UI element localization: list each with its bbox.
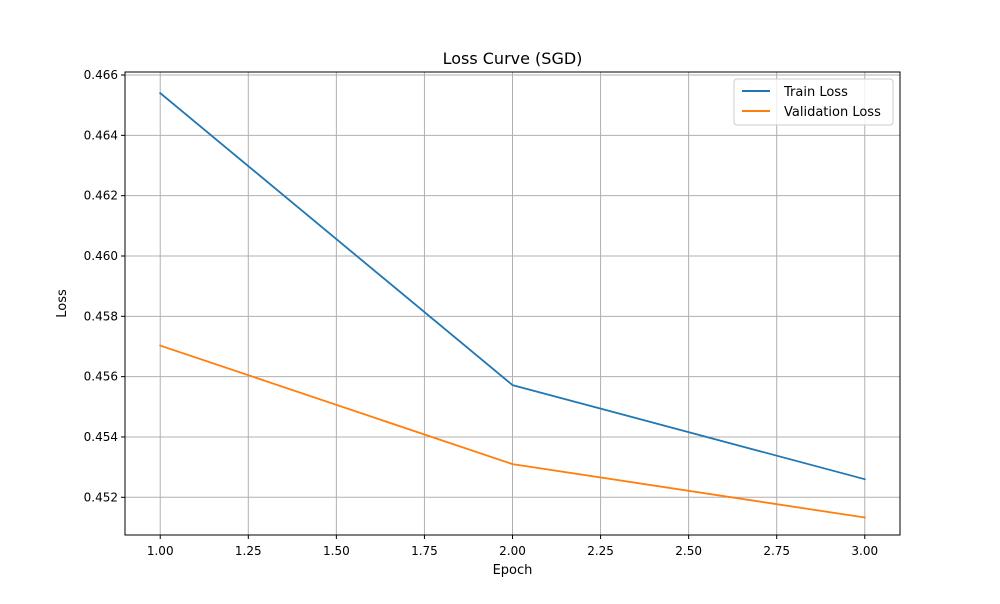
chart-title: Loss Curve (SGD): [443, 49, 583, 68]
x-tick-label: 1.75: [411, 544, 438, 558]
x-tick-label: 2.75: [763, 544, 790, 558]
x-tick-label: 1.25: [235, 544, 262, 558]
x-tick-label: 1.50: [323, 544, 350, 558]
y-tick-label: 0.456: [84, 370, 118, 384]
y-tick-label: 0.464: [84, 128, 118, 142]
legend-label-validation-loss: Validation Loss: [784, 105, 881, 120]
grid: [125, 72, 900, 535]
x-tick-label: 2.50: [675, 544, 702, 558]
y-tick-label: 0.458: [84, 309, 118, 323]
y-tick-label: 0.466: [84, 68, 118, 82]
legend-box: [733, 78, 894, 126]
x-tick-label: 2.00: [499, 544, 526, 558]
x-tick-label: 3.00: [851, 544, 878, 558]
x-tick-label: 1.00: [147, 544, 174, 558]
series-layer: [158, 91, 866, 519]
y-tick-label: 0.460: [84, 249, 118, 263]
x-axis-label: Epoch: [493, 563, 533, 578]
ticks: 1.00 1.25 1.50 1.75 2.00 2.25 2.50 2.75 3.00 0.45…: [84, 68, 878, 558]
series-line-train-loss: [158, 91, 866, 481]
y-tick-label: 0.452: [84, 490, 118, 504]
x-tick-label: 2.25: [587, 544, 614, 558]
series-line-validation-loss: [159, 344, 866, 519]
legend-label-train-loss: Train Loss: [783, 85, 848, 100]
y-axis-label: Loss: [55, 289, 70, 318]
y-tick-label: 0.454: [84, 430, 118, 444]
y-tick-label: 0.462: [84, 189, 118, 203]
legend: Train Loss Validation Loss: [733, 78, 894, 126]
